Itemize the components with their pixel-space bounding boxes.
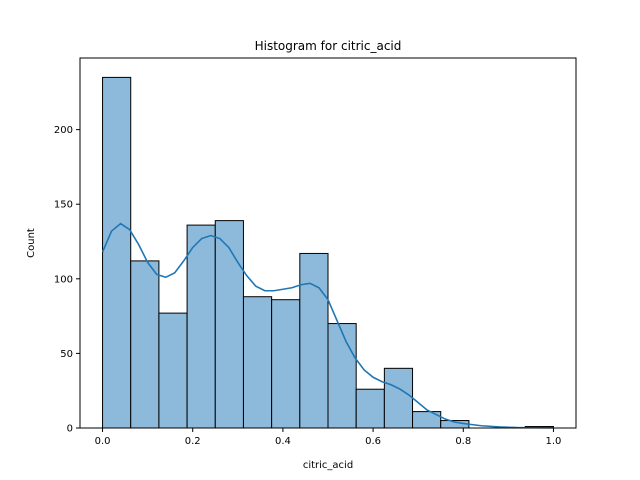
x-tick-label: 0.6 bbox=[365, 436, 381, 447]
histogram-bar bbox=[158, 312, 188, 429]
y-axis-ticks: 0 50 100 150 200 bbox=[54, 125, 80, 435]
histogram-bar bbox=[327, 323, 357, 429]
histogram-bar bbox=[102, 76, 132, 429]
chart-title: Histogram for citric_acid bbox=[255, 39, 402, 53]
y-tick-label: 100 bbox=[54, 274, 73, 285]
histogram-bar bbox=[130, 260, 160, 429]
histogram-bar bbox=[355, 388, 385, 429]
histogram-bar bbox=[214, 220, 244, 429]
x-axis-ticks: 0.0 0.2 0.4 0.6 0.8 1.0 bbox=[95, 428, 562, 447]
histogram-bar bbox=[271, 299, 301, 429]
y-axis-label: Count bbox=[26, 228, 37, 258]
y-tick-label: 200 bbox=[54, 125, 73, 136]
x-tick-label: 0.2 bbox=[185, 436, 201, 447]
bars-group bbox=[102, 76, 554, 429]
y-tick-label: 0 bbox=[67, 424, 73, 435]
x-tick-label: 1.0 bbox=[546, 436, 562, 447]
histogram-bar bbox=[186, 224, 216, 429]
kde-group bbox=[101, 222, 554, 429]
histogram-bar bbox=[242, 296, 273, 429]
x-tick-label: 0.4 bbox=[275, 436, 291, 447]
x-tick-label: 0.0 bbox=[95, 436, 111, 447]
x-axis-label: citric_acid bbox=[303, 460, 353, 471]
plot-frame bbox=[79, 57, 577, 429]
y-tick-label: 50 bbox=[60, 349, 73, 360]
histogram-bar bbox=[299, 252, 329, 429]
kde-line bbox=[101, 222, 554, 429]
x-tick-label: 0.8 bbox=[455, 436, 471, 447]
y-tick-label: 150 bbox=[54, 200, 73, 211]
histogram-bar bbox=[383, 367, 414, 429]
